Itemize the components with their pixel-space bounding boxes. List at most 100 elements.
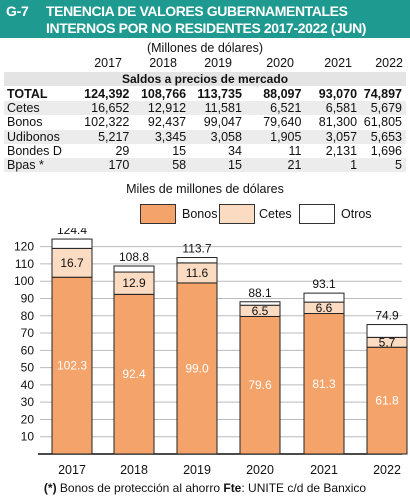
chart-title-line1: TENENCIA DE VALORES GUBERNAMENTALES (46, 3, 348, 19)
table-cell: 1 (305, 158, 362, 173)
source-label: Fte (223, 481, 242, 495)
table-cell: 15 (190, 158, 246, 173)
table-cell: 124,392 (84, 87, 130, 101)
table-cell: 21 (245, 158, 306, 173)
table-cell: 102,322 (84, 115, 130, 130)
table-cell: 108,766 (140, 87, 187, 101)
source-text: : UNITE c/d de Banxico (241, 481, 367, 495)
table-cell: 15 (172, 143, 187, 158)
row-label: Bondes D (7, 143, 62, 158)
row-label: Bpas * (4, 158, 82, 173)
bar-bonos-2020 (239, 315, 281, 455)
chart-legend: Bonos Cetes Otros (0, 204, 410, 226)
x-tick-label: 2022 (373, 463, 401, 477)
total-label: 124.4 (57, 228, 87, 237)
y-tick-label: 70 (21, 326, 35, 340)
table-cell: 1,905 (245, 129, 306, 144)
y-tick-label: 40 (21, 378, 35, 392)
y-tick-label: 30 (21, 395, 35, 409)
table-row-total: TOTAL 124,392 108,766 113,735 88,097 93,… (4, 87, 406, 101)
bar-bonos-2019 (176, 282, 218, 455)
y-tick-label: 10 (21, 430, 35, 444)
table-year: 2018 (149, 56, 177, 70)
total-label: 88.1 (248, 286, 272, 300)
table-band-label: Saldos a precios de mercado (4, 72, 406, 86)
data-label-bonos: 92.4 (122, 367, 146, 381)
row-label: Bonos (7, 115, 43, 130)
data-label-cetes: 6.6 (316, 301, 333, 315)
data-label-bonos: 81.3 (312, 377, 336, 391)
chart-subtitle: Miles de millones de dólares (126, 182, 284, 196)
table-units: (Millones de dólares) (146, 41, 264, 55)
table-year: 2019 (204, 56, 232, 70)
stacked-bar-chart: 10 20 30 40 50 60 70 80 90 100 110 120 102.3 16.7 124.… (14, 228, 408, 477)
table-row: Bpas * 170 58 15 21 1 5 (4, 158, 406, 173)
x-tick-label: 2020 (246, 463, 274, 477)
table-year: 2020 (266, 56, 294, 70)
legend-label-otros: Otros (341, 207, 372, 221)
table-year: 2022 (375, 56, 403, 70)
table-cell: 5,653 (361, 129, 406, 144)
table-cell: 3,345 (133, 129, 191, 144)
table-cell: 5,217 (81, 129, 134, 144)
row-label: Cetes (4, 101, 82, 116)
data-label-cetes: 11.6 (186, 266, 209, 280)
table-cell: 6,521 (245, 101, 306, 116)
row-label: Udibonos (4, 129, 82, 144)
legend-label-bonos: Bonos (182, 207, 218, 221)
table-cell: 11,581 (190, 101, 246, 116)
data-label-bonos: 61.8 (375, 394, 399, 408)
table-cell: 113,735 (197, 87, 242, 101)
table-cell: 99,047 (203, 115, 242, 130)
table-cell: 11 (288, 143, 302, 158)
table-cell: 6,581 (305, 101, 362, 116)
table-cell: 93,070 (318, 87, 358, 101)
table-year-header: 2017 2018 2019 2020 2021 2022 (0, 56, 410, 72)
table-cell: 34 (228, 143, 242, 158)
chart-title-line2: INTERNOS POR NO RESIDENTES 2017-2022 (JU… (46, 20, 367, 36)
bar-bonos-2018 (113, 293, 155, 455)
table-cell: 74,897 (363, 87, 402, 101)
data-label-bonos: 79.6 (248, 378, 272, 392)
table-cell: 58 (133, 158, 191, 173)
bar-bonos-2021 (303, 313, 345, 455)
data-label-bonos: 99.0 (185, 361, 209, 375)
legend-swatch-otros (299, 204, 335, 224)
data-label-cetes: 16.7 (60, 256, 84, 270)
y-tick-label: 60 (21, 343, 35, 357)
total-label: 108.8 (119, 250, 149, 264)
y-tick-label: 50 (21, 361, 35, 375)
x-tick-label: 2019 (183, 463, 211, 477)
table-cell: 170 (81, 158, 134, 173)
table-cell: 12,912 (133, 101, 191, 116)
table-cell: 16,652 (81, 101, 134, 116)
data-table: TOTAL 124,392 108,766 113,735 88,097 93,… (4, 87, 406, 173)
legend-label-cetes: Cetes (259, 207, 292, 221)
legend-swatch-cetes (219, 204, 255, 224)
data-label-cetes: 12.9 (122, 276, 146, 290)
table-cell: 5 (361, 158, 406, 173)
table-row: Cetes 16,652 12,912 11,581 6,521 6,581 5… (4, 101, 406, 116)
x-tick-label: 2018 (120, 463, 148, 477)
row-label: TOTAL (7, 87, 48, 101)
data-label-cetes: 5.7 (379, 335, 396, 349)
y-tick-label: 90 (21, 291, 35, 305)
table-year: 2021 (324, 56, 352, 70)
bar-otros-2019 (176, 257, 218, 264)
chart-code: G-7 (6, 3, 29, 19)
total-label: 93.1 (312, 277, 336, 291)
table-cell: 29 (115, 143, 130, 158)
y-tick-label: 110 (15, 257, 34, 271)
table-cell: 2,131 (325, 143, 358, 158)
table-cell: 61,805 (363, 115, 402, 130)
data-label-bonos: 102.3 (57, 359, 87, 373)
table-row: Bonos 102,322 92,437 99,047 79,640 81,30… (4, 115, 406, 129)
y-tick-label: 20 (21, 412, 35, 426)
y-tick-label: 120 (14, 240, 34, 254)
data-label-cetes: 6.5 (252, 304, 269, 318)
x-tick-label: 2021 (310, 463, 338, 477)
table-cell: 92,437 (147, 115, 187, 130)
bar-cetes-2017 (51, 247, 93, 278)
table-year: 2017 (94, 56, 122, 70)
chart-footer: (*) Bonos de protección al ahorro Fte: U… (0, 481, 410, 495)
